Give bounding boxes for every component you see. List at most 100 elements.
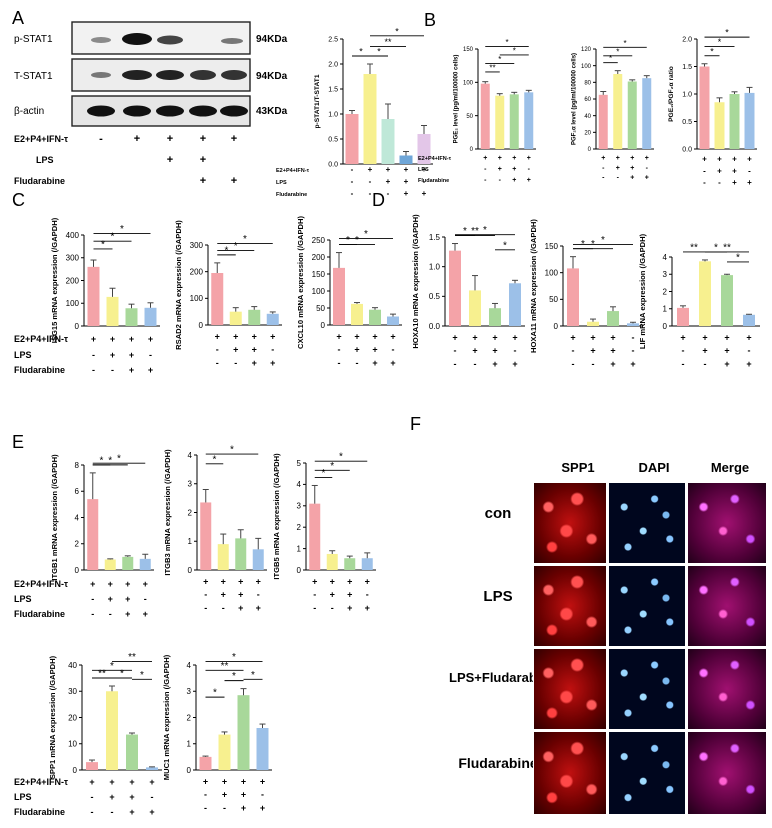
band xyxy=(157,35,183,45)
significance-label: * xyxy=(108,455,112,466)
bar xyxy=(237,695,250,770)
condition-sign: + xyxy=(746,333,751,343)
western-blot: p-STAT1 T-STAT1 β-actin 94KDa 94KDa 43KD… xyxy=(14,21,288,187)
micro-image-flu-spp1 xyxy=(533,731,607,815)
condition-sign: + xyxy=(390,332,395,342)
condition-sign: + xyxy=(110,334,115,344)
condition-sign: - xyxy=(602,165,605,172)
condition-sign: + xyxy=(527,177,531,184)
condition-sign: - xyxy=(592,359,595,369)
y-tick-label: 2.5 xyxy=(328,36,338,43)
bar xyxy=(126,734,138,770)
condition-sign: - xyxy=(617,175,620,182)
condition-sign: - xyxy=(351,177,354,186)
significance-label: * xyxy=(117,454,121,465)
condition-sign: + xyxy=(645,155,649,162)
condition-sign: + xyxy=(221,577,226,587)
y-tick-label: 200 xyxy=(312,253,326,262)
y-tick-label: 2.0 xyxy=(682,36,692,43)
condition-sign: - xyxy=(602,175,605,182)
significance-label: * xyxy=(243,234,247,245)
bar xyxy=(104,559,116,570)
significance-label: ** xyxy=(384,37,392,47)
y-axis-label: CXCL10 mRNA expression (/GAPDH) xyxy=(296,216,305,350)
y-tick-label: 1 xyxy=(187,740,192,749)
condition-sign: + xyxy=(241,803,246,813)
condition-sign: - xyxy=(423,177,426,186)
y-tick-label: 100 xyxy=(312,287,326,296)
significance-label: * xyxy=(498,55,501,64)
condition-sign: - xyxy=(204,590,207,600)
y-tick-label: 1.5 xyxy=(429,233,441,242)
y-tick-label: 50 xyxy=(316,304,325,313)
condition-sign: + xyxy=(129,365,134,375)
micro-column-dapi: DAPI xyxy=(638,460,670,475)
micro-column-merge: Merge xyxy=(710,460,750,475)
bar xyxy=(199,756,212,770)
blot-sign: + xyxy=(200,133,206,145)
condition-sign: + xyxy=(372,358,377,368)
condition-sign: + xyxy=(143,579,148,589)
micro-image-lpsflu-spp1 xyxy=(533,648,607,730)
micro-image-flu-dapi xyxy=(608,731,686,815)
blot-kda-beta-actin: 43KDa xyxy=(256,106,288,117)
condition-sign: - xyxy=(484,177,487,184)
chart-e-itgb5: 0 1 2 3 4 5 ITGB5 mRNA expression (/GAPDH) * * * +… xyxy=(272,452,376,613)
condition-sign: + xyxy=(610,359,615,369)
condition-sign: + xyxy=(747,155,752,164)
y-tick-label: 100 xyxy=(581,64,592,70)
panel-label-c: C xyxy=(12,190,25,210)
condition-sign: + xyxy=(222,790,227,800)
condition-sign: + xyxy=(125,609,130,619)
bar xyxy=(211,273,224,325)
bar xyxy=(344,558,356,570)
bar xyxy=(363,74,377,164)
blot-condition-label: LPS xyxy=(36,155,54,165)
bar xyxy=(86,762,98,770)
condition-sign: - xyxy=(313,590,316,600)
condition-sign: - xyxy=(92,365,95,375)
chart-e-itgb1: 0 2 4 6 8 ITGB1 mRNA expression (/GAPDH) * * * E2… xyxy=(14,454,154,619)
significance-label: * xyxy=(463,226,467,237)
condition-sign: + xyxy=(233,332,238,342)
y-tick-label: 2 xyxy=(663,287,668,296)
bar xyxy=(699,261,711,326)
y-tick-label: 120 xyxy=(581,47,592,53)
condition-sign: + xyxy=(472,333,477,343)
condition-sign: + xyxy=(512,166,516,173)
y-axis-label: MUC1 mRNA expression (/GAPDH) xyxy=(162,654,171,780)
condition-sign: + xyxy=(527,155,531,162)
condition-sign: - xyxy=(748,346,751,356)
y-tick-label: 3 xyxy=(297,502,302,511)
condition-sign: + xyxy=(702,333,707,343)
y-tick-label: 150 xyxy=(312,270,326,279)
y-tick-label: 1.5 xyxy=(328,86,338,93)
condition-sign: - xyxy=(632,346,635,356)
y-tick-label: 0 xyxy=(470,147,474,153)
condition-sign: + xyxy=(717,155,722,164)
y-tick-label: 300 xyxy=(190,241,204,250)
panel-label-e: E xyxy=(12,432,24,452)
condition-label: Fludarabine xyxy=(14,365,65,375)
significance-label: * xyxy=(339,452,343,463)
y-tick-label: 40 xyxy=(584,114,591,120)
bar xyxy=(266,313,279,325)
bar xyxy=(743,314,755,326)
significance-label: * xyxy=(359,47,363,57)
y-tick-label: 20 xyxy=(68,713,77,722)
bar xyxy=(235,538,247,570)
condition-sign: - xyxy=(331,603,334,613)
condition-sign: + xyxy=(238,603,243,613)
y-tick-label: 0 xyxy=(663,322,668,331)
condition-sign: - xyxy=(109,609,112,619)
condition-sign: - xyxy=(703,166,706,175)
condition-sign: - xyxy=(257,590,260,600)
condition-sign: + xyxy=(129,792,134,802)
bar xyxy=(326,553,338,570)
y-tick-label: 50 xyxy=(549,295,558,304)
condition-sign: + xyxy=(252,358,257,368)
condition-sign: - xyxy=(632,333,635,343)
